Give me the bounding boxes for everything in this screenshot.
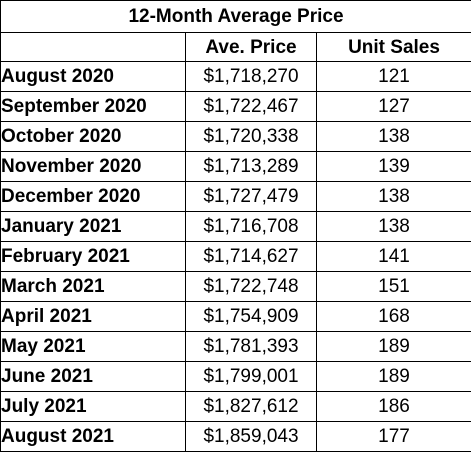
price-cell: $1,713,289	[185, 151, 317, 182]
price-cell: $1,714,627	[185, 241, 317, 272]
table-row: September 2020 $1,722,467 127	[0, 91, 471, 122]
units-cell: 138	[315, 181, 471, 212]
month-cell: August 2020	[0, 61, 186, 92]
units-cell: 139	[315, 151, 471, 182]
units-cell: 127	[315, 91, 471, 122]
header-row: Ave. Price Unit Sales	[0, 32, 471, 62]
table-row: August 2021 $1,859,043 177	[0, 421, 471, 452]
units-cell: 138	[315, 211, 471, 242]
month-cell: May 2021	[0, 331, 186, 362]
price-cell: $1,718,270	[185, 61, 317, 92]
units-cell: 177	[315, 421, 471, 452]
table-row: July 2021 $1,827,612 186	[0, 391, 471, 422]
price-cell: $1,720,338	[185, 121, 317, 152]
units-cell: 168	[315, 301, 471, 332]
units-cell: 141	[315, 241, 471, 272]
price-cell: $1,727,479	[185, 181, 317, 212]
month-cell: March 2021	[0, 271, 186, 302]
table-row: August 2020 $1,718,270 121	[0, 61, 471, 92]
month-cell: February 2021	[0, 241, 186, 272]
price-cell: $1,722,467	[185, 91, 317, 122]
month-column-header	[0, 32, 186, 62]
title-row: 12-Month Average Price	[0, 0, 471, 33]
month-cell: November 2020	[0, 151, 186, 182]
price-cell: $1,799,001	[185, 361, 317, 392]
table-row: March 2021 $1,722,748 151	[0, 271, 471, 302]
month-cell: September 2020	[0, 91, 186, 122]
price-cell: $1,722,748	[185, 271, 317, 302]
month-cell: August 2021	[0, 421, 186, 452]
units-column-header: Unit Sales	[315, 32, 471, 62]
units-cell: 189	[315, 331, 471, 362]
table-row: February 2021 $1,714,627 141	[0, 241, 471, 272]
units-cell: 138	[315, 121, 471, 152]
price-cell: $1,859,043	[185, 421, 317, 452]
table-row: October 2020 $1,720,338 138	[0, 121, 471, 152]
month-cell: January 2021	[0, 211, 186, 242]
table-row: November 2020 $1,713,289 139	[0, 151, 471, 182]
month-cell: December 2020	[0, 181, 186, 212]
price-column-header: Ave. Price	[185, 32, 317, 62]
month-cell: October 2020	[0, 121, 186, 152]
table-row: January 2021 $1,716,708 138	[0, 211, 471, 242]
price-cell: $1,781,393	[185, 331, 317, 362]
units-cell: 186	[315, 391, 471, 422]
month-cell: July 2021	[0, 391, 186, 422]
table-body: August 2020 $1,718,270 121 September 2020 $1…	[0, 61, 471, 452]
price-cell: $1,716,708	[185, 211, 317, 242]
price-cell: $1,827,612	[185, 391, 317, 422]
units-cell: 151	[315, 271, 471, 302]
units-cell: 189	[315, 361, 471, 392]
table-row: December 2020 $1,727,479 138	[0, 181, 471, 212]
table-row: June 2021 $1,799,001 189	[0, 361, 471, 392]
table-row: April 2021 $1,754,909 168	[0, 301, 471, 332]
table-row: May 2021 $1,781,393 189	[0, 331, 471, 362]
price-cell: $1,754,909	[185, 301, 317, 332]
month-cell: June 2021	[0, 361, 186, 392]
units-cell: 121	[315, 61, 471, 92]
table-title: 12-Month Average Price	[0, 0, 471, 33]
month-cell: April 2021	[0, 301, 186, 332]
